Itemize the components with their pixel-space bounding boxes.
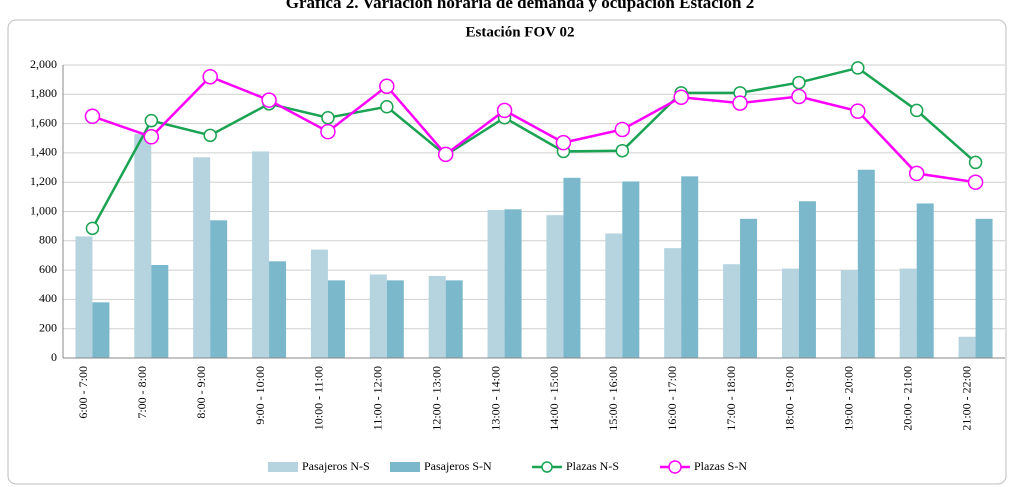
x-tick-label: 17:00 - 18:00 xyxy=(724,366,738,431)
bar xyxy=(428,275,446,358)
bar xyxy=(386,280,404,358)
bar xyxy=(840,270,858,358)
marker xyxy=(909,103,924,118)
x-tick-label: 6:00 - 7:00 xyxy=(76,366,90,419)
bar xyxy=(798,201,816,358)
marker xyxy=(144,113,159,128)
legend-label: Plazas N-S xyxy=(566,459,619,473)
bar xyxy=(369,274,387,358)
marker xyxy=(614,121,631,138)
marker xyxy=(850,103,866,119)
bar xyxy=(193,157,211,358)
marker xyxy=(437,146,454,163)
bar xyxy=(916,203,934,358)
marker xyxy=(968,155,983,170)
y-tick-label: 200 xyxy=(39,320,57,334)
bar xyxy=(899,268,917,358)
x-tick-label: 20:00 - 21:00 xyxy=(900,366,914,431)
line xyxy=(91,66,977,229)
bar xyxy=(681,176,699,358)
x-tick-label: 13:00 - 14:00 xyxy=(488,366,502,431)
bar xyxy=(563,177,581,358)
bar xyxy=(269,261,287,358)
bar xyxy=(92,302,110,358)
bar xyxy=(134,133,152,358)
legend-label: Pasajeros N-S xyxy=(302,459,370,473)
marker xyxy=(496,102,513,119)
marker xyxy=(85,221,100,236)
legend-label: Plazas S-N xyxy=(694,459,747,473)
legend-marker xyxy=(668,460,682,474)
bar xyxy=(310,249,328,358)
marker xyxy=(555,134,572,151)
marker xyxy=(379,78,395,94)
x-tick-label: 8:00 - 9:00 xyxy=(194,366,208,419)
x-tick-label: 11:00 - 12:00 xyxy=(371,366,385,430)
legend-marker xyxy=(541,461,553,473)
x-tick-label: 10:00 - 11:00 xyxy=(312,366,326,430)
marker xyxy=(203,128,217,143)
bar xyxy=(781,268,799,358)
marker xyxy=(851,61,865,75)
bar xyxy=(664,248,682,358)
y-tick-label: 0 xyxy=(51,350,57,364)
line xyxy=(92,75,976,184)
y-tick-label: 1,200 xyxy=(30,174,57,188)
bar xyxy=(958,336,976,358)
marker xyxy=(321,110,335,125)
marker xyxy=(908,165,925,182)
bar xyxy=(740,218,758,358)
y-tick-label: 600 xyxy=(39,262,57,276)
y-tick-label: 1,800 xyxy=(30,86,57,100)
marker xyxy=(732,95,748,111)
bar xyxy=(546,215,564,358)
x-tick-label: 18:00 - 19:00 xyxy=(783,366,797,431)
marker xyxy=(967,174,984,190)
bar xyxy=(487,210,505,358)
marker xyxy=(84,108,101,125)
marker xyxy=(792,75,806,90)
bar xyxy=(975,218,993,358)
bar xyxy=(504,209,522,358)
chart-subtitle: Estación FOV 02 xyxy=(466,24,575,40)
x-tick-label: 9:00 - 10:00 xyxy=(253,366,267,425)
x-tick-label: 19:00 - 20:00 xyxy=(842,366,856,431)
marker xyxy=(261,92,277,108)
legend-label: Pasajeros S-N xyxy=(424,459,492,473)
y-tick-label: 800 xyxy=(39,233,57,247)
marker xyxy=(615,143,630,158)
bar xyxy=(622,181,640,358)
x-tick-label: 14:00 - 15:00 xyxy=(547,366,561,431)
marker xyxy=(320,123,336,140)
bar xyxy=(605,233,623,358)
y-tick-label: 1,000 xyxy=(30,203,57,217)
bar xyxy=(252,151,270,358)
x-tick-label: 16:00 - 17:00 xyxy=(665,366,679,431)
bar xyxy=(75,236,93,358)
y-tick-label: 1,400 xyxy=(30,145,57,159)
marker xyxy=(202,68,218,85)
x-tick-label: 15:00 - 16:00 xyxy=(606,366,620,431)
x-tick-label: 12:00 - 13:00 xyxy=(429,366,443,431)
bar xyxy=(723,264,741,358)
bar xyxy=(857,169,875,358)
legend-swatch xyxy=(268,462,298,472)
marker xyxy=(380,100,394,114)
x-tick-label: 7:00 - 8:00 xyxy=(135,366,149,419)
y-tick-label: 2,000 xyxy=(30,57,57,71)
bar xyxy=(327,280,345,358)
bar xyxy=(445,280,463,358)
bar xyxy=(210,220,228,358)
legend-swatch xyxy=(390,462,420,472)
chart-title: Gráfica 2. Variación horaria de demanda … xyxy=(286,0,754,12)
bar xyxy=(151,264,169,358)
x-tick-label: 21:00 - 22:00 xyxy=(959,366,973,431)
marker xyxy=(673,89,689,105)
y-tick-label: 400 xyxy=(39,291,57,305)
marker xyxy=(143,129,160,145)
marker xyxy=(791,88,807,105)
y-tick-label: 1,600 xyxy=(30,115,57,129)
